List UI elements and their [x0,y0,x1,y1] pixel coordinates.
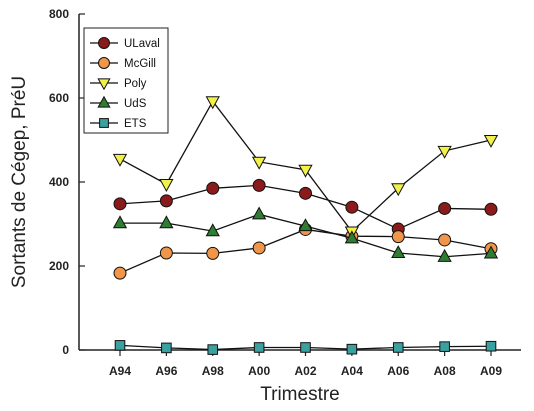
series-layer [112,96,499,355]
data-point [112,153,128,167]
data-point [300,342,311,353]
data-point [114,340,126,351]
x-tick-label: A04 [341,364,363,378]
legend-marker [98,37,110,49]
data-point [159,179,174,192]
data-point [344,230,360,244]
data-point [485,340,497,352]
series-ulaval [113,178,498,236]
series-uds [112,206,499,262]
data-point [392,342,404,353]
data-point [252,178,266,192]
data-point [113,197,127,211]
data-point [437,248,452,262]
legend-marker [98,57,110,69]
y-tick-label: 400 [49,175,69,189]
legend-label: UdS [124,98,147,110]
legend-item: ETS [90,118,147,130]
x-ticks: A94 A96 A98 A00 A02 A04 A06 A08 A09 [109,350,502,378]
data-point [206,246,220,260]
x-tick-label: A00 [248,364,270,378]
data-point [439,341,450,352]
x-tick-label: A98 [202,364,224,378]
data-point [437,145,452,159]
y-tick-label: 200 [49,259,69,273]
legend-label: ULaval [124,38,160,50]
x-tick-label: A02 [294,364,316,378]
data-point [251,156,267,170]
x-tick-label: A96 [155,364,177,378]
x-axis-title: Trimestre [260,384,340,405]
y-ticks: 0 200 400 600 800 [49,7,85,357]
x-tick-label: A94 [109,364,131,378]
data-point [159,215,174,229]
data-point [205,223,220,237]
data-point [207,344,219,355]
data-point [252,241,266,255]
data-point [299,186,312,200]
y-tick-label: 600 [49,91,69,105]
y-tick-label: 0 [62,343,69,357]
legend-label: Poly [124,78,147,90]
data-point [391,245,406,259]
legend: ULaval McGill Poly UdS ETS [83,27,169,134]
data-point [113,266,127,280]
legend-marker [97,78,111,91]
data-point [391,230,405,244]
data-point [159,194,173,208]
data-point [159,246,173,260]
data-point [253,342,265,353]
legend-item: UdS [90,95,147,110]
legend-marker [99,118,109,128]
data-point [438,201,452,215]
x-tick-label: A06 [387,364,409,378]
y-axis-title: Sortants de Cégep, PréU [9,76,30,288]
data-point [206,181,220,195]
data-point [483,245,499,259]
legend-marker [97,95,111,108]
data-point [484,202,498,216]
legend-box [83,27,169,134]
data-point [112,215,128,229]
legend-label: ETS [124,118,147,130]
legend-item: Poly [90,78,147,91]
data-point [205,96,220,110]
data-point [391,183,406,197]
plot-area: 0 200 400 600 800 A94 A96 A98 A00 A02 A04 A06 A08 A0… [49,7,521,378]
legend-item: ULaval [90,37,160,50]
series-mcgill [113,222,498,280]
data-point [298,218,313,232]
data-point [483,134,499,148]
legend-label: McGill [124,58,156,70]
data-point [161,342,172,354]
legend-item: McGill [90,57,156,70]
data-point [251,206,267,220]
series-line [119,228,492,274]
data-point [438,233,452,247]
series-ets [114,340,497,355]
data-point [346,343,358,355]
series-poly [112,96,499,240]
data-point [298,164,313,178]
data-point [345,200,359,214]
x-tick-label: A08 [434,364,456,378]
y-tick-label: 800 [49,7,69,21]
x-tick-label: A09 [480,364,502,378]
